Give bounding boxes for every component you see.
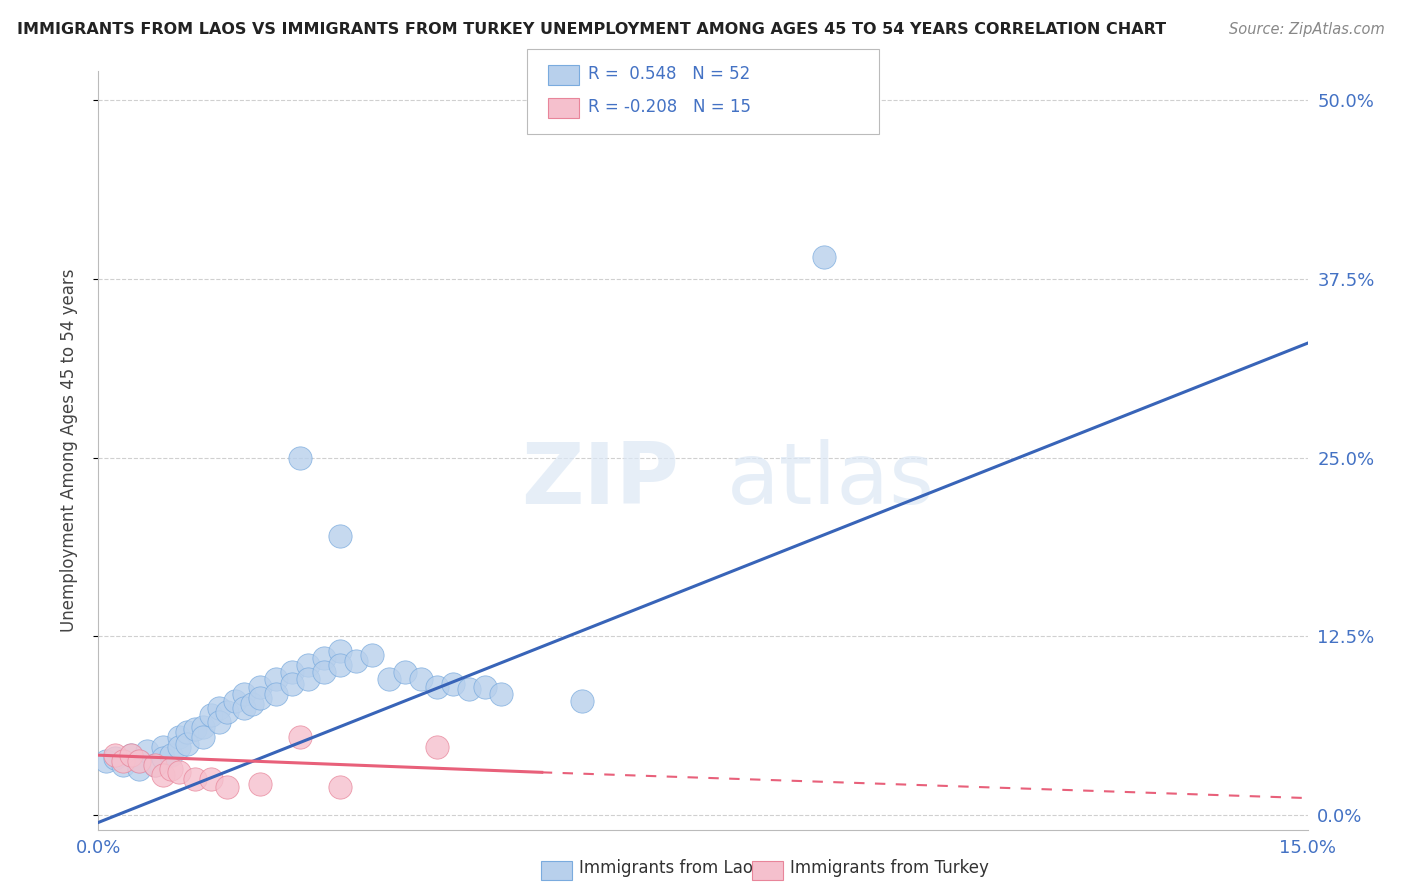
Point [152, 739, 174, 754]
Point [281, 665, 304, 680]
Text: R =  0.548   N = 52: R = 0.548 N = 52 [588, 65, 749, 83]
Point [152, 751, 174, 765]
Point [176, 725, 198, 739]
Point [167, 765, 190, 780]
Point [491, 687, 513, 701]
Point [344, 654, 367, 668]
Point [135, 744, 157, 758]
Point [288, 730, 311, 744]
Point [184, 772, 207, 787]
Point [264, 687, 287, 701]
Point [200, 708, 222, 723]
Point [571, 694, 593, 708]
Point [200, 772, 222, 787]
Point [409, 673, 432, 687]
Y-axis label: Unemployment Among Ages 45 to 54 years: Unemployment Among Ages 45 to 54 years [59, 268, 77, 632]
Point [128, 754, 150, 768]
Point [193, 730, 215, 744]
Point [208, 715, 231, 730]
Point [120, 748, 142, 763]
Point [361, 648, 384, 662]
Point [232, 701, 254, 715]
Point [217, 780, 239, 794]
Text: IMMIGRANTS FROM LAOS VS IMMIGRANTS FROM TURKEY UNEMPLOYMENT AMONG AGES 45 TO 54 : IMMIGRANTS FROM LAOS VS IMMIGRANTS FROM … [17, 22, 1166, 37]
Point [249, 680, 271, 694]
Text: atlas: atlas [727, 439, 935, 523]
Text: Immigrants from Turkey: Immigrants from Turkey [790, 859, 988, 877]
Point [224, 694, 246, 708]
Point [249, 777, 271, 791]
Point [474, 680, 496, 694]
Point [128, 763, 150, 777]
Point [314, 651, 336, 665]
Point [184, 723, 207, 737]
Point [103, 751, 125, 765]
Point [240, 697, 263, 711]
Text: R = -0.208   N = 15: R = -0.208 N = 15 [588, 98, 751, 116]
Point [193, 720, 215, 734]
Point [297, 673, 319, 687]
Point [167, 739, 190, 754]
Point [329, 529, 352, 543]
Point [329, 658, 352, 673]
Point [813, 250, 835, 264]
Text: Source: ZipAtlas.com: Source: ZipAtlas.com [1229, 22, 1385, 37]
Point [426, 739, 449, 754]
Point [103, 748, 125, 763]
Point [329, 644, 352, 658]
Point [128, 754, 150, 768]
Point [111, 758, 134, 772]
Point [394, 665, 416, 680]
Point [120, 748, 142, 763]
Point [314, 665, 336, 680]
Point [249, 690, 271, 705]
Point [441, 676, 464, 690]
Point [297, 658, 319, 673]
Point [160, 763, 183, 777]
Point [329, 780, 352, 794]
Point [167, 730, 190, 744]
Text: ZIP: ZIP [522, 439, 679, 523]
Point [152, 768, 174, 782]
Point [143, 758, 166, 772]
Point [377, 673, 399, 687]
Point [217, 705, 239, 719]
Point [208, 701, 231, 715]
Point [176, 737, 198, 751]
Point [232, 687, 254, 701]
Point [160, 748, 183, 763]
Text: Immigrants from Laos: Immigrants from Laos [579, 859, 762, 877]
Point [96, 754, 118, 768]
Point [281, 676, 304, 690]
Point [458, 682, 481, 697]
Point [426, 680, 449, 694]
Point [143, 758, 166, 772]
Point [264, 673, 287, 687]
Point [288, 450, 311, 465]
Point [111, 754, 134, 768]
